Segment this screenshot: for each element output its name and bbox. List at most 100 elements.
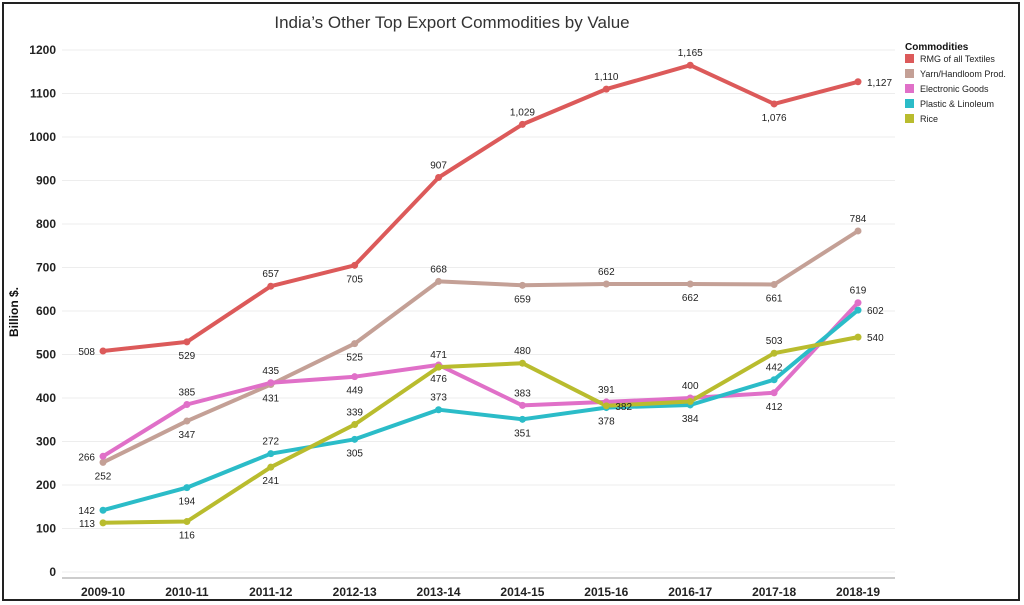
data-point <box>518 401 526 409</box>
data-label: 412 <box>766 402 783 413</box>
data-label: 391 <box>598 385 615 396</box>
series-line-3 <box>101 308 860 513</box>
y-tick-label: 1100 <box>30 87 56 101</box>
data-point <box>854 306 862 314</box>
data-label: 373 <box>430 393 447 404</box>
data-label: 657 <box>262 269 279 280</box>
y-tick-label: 900 <box>36 174 56 188</box>
data-label: 705 <box>346 274 363 285</box>
data-label: 431 <box>262 394 279 405</box>
data-point <box>770 280 778 288</box>
y-tick-label: 1000 <box>29 130 56 144</box>
data-label: 602 <box>867 306 884 317</box>
chart-title: India’s Other Top Export Commodities by … <box>274 13 629 32</box>
data-label: 378 <box>598 417 615 428</box>
data-label: 540 <box>867 333 884 344</box>
data-label: 662 <box>682 293 699 304</box>
y-tick-label: 0 <box>49 565 56 579</box>
legend-swatch <box>905 99 914 108</box>
data-label: 347 <box>179 430 196 441</box>
data-label: 252 <box>95 471 112 482</box>
data-point <box>99 452 107 460</box>
data-point <box>183 338 191 346</box>
data-label: 442 <box>766 363 783 374</box>
y-tick-label: 200 <box>36 478 56 492</box>
data-point <box>854 299 862 307</box>
series-line-2 <box>101 300 860 459</box>
y-tick-label: 100 <box>36 522 56 536</box>
legend-swatch <box>905 114 914 123</box>
x-tick-label: 2009-10 <box>81 585 125 599</box>
data-label: 449 <box>346 386 363 397</box>
legend-label: RMG of all Textiles <box>920 54 995 64</box>
x-tick-label: 2013-14 <box>417 585 461 599</box>
data-label: 384 <box>682 414 699 425</box>
data-label: 503 <box>766 336 783 347</box>
data-point <box>267 379 275 387</box>
data-label: 480 <box>514 346 531 357</box>
data-label: 662 <box>598 267 615 278</box>
legend-label: Plastic & Linoleum <box>920 99 994 109</box>
data-point <box>267 463 275 471</box>
data-label: 619 <box>850 286 867 297</box>
x-tick-label: 2018-19 <box>836 585 880 599</box>
data-label: 351 <box>514 428 531 439</box>
data-point <box>770 376 778 384</box>
data-point <box>267 282 275 290</box>
data-point <box>351 421 359 429</box>
x-tick-label: 2012-13 <box>333 585 377 599</box>
data-point <box>854 333 862 341</box>
legend-label: Yarn/Handloom Prod. <box>920 69 1006 79</box>
data-label: 659 <box>514 294 531 305</box>
legend-swatch <box>905 54 914 63</box>
data-point <box>435 277 443 285</box>
data-label: 471 <box>430 350 447 361</box>
legend-label: Rice <box>920 114 938 124</box>
y-tick-label: 800 <box>36 217 56 231</box>
x-tick-label: 2010-11 <box>165 585 209 599</box>
data-label: 1,029 <box>510 107 535 118</box>
data-label: 339 <box>346 408 363 419</box>
data-point <box>183 401 191 409</box>
data-point <box>183 484 191 492</box>
x-tick-label: 2011-12 <box>249 585 293 599</box>
data-label: 113 <box>79 519 95 530</box>
data-point <box>602 85 610 93</box>
data-label: 382 <box>615 402 632 413</box>
data-point <box>518 415 526 423</box>
data-point <box>351 261 359 269</box>
data-point <box>686 397 694 405</box>
data-label: 1,165 <box>678 48 703 59</box>
series-line-1 <box>101 229 860 465</box>
y-tick-label: 600 <box>36 304 56 318</box>
data-point <box>854 227 862 235</box>
data-label: 385 <box>179 388 196 399</box>
y-tick-label: 300 <box>36 435 56 449</box>
data-label: 194 <box>179 497 196 508</box>
data-point <box>99 519 107 527</box>
data-label: 661 <box>766 293 783 304</box>
y-tick-label: 500 <box>36 348 56 362</box>
data-label: 784 <box>850 214 867 225</box>
data-label: 525 <box>346 353 363 364</box>
data-point <box>686 280 694 288</box>
data-label: 1,110 <box>594 72 619 83</box>
data-point <box>435 173 443 181</box>
data-label: 435 <box>262 366 279 377</box>
data-point <box>99 347 107 355</box>
data-label: 1,076 <box>762 113 787 124</box>
data-label: 400 <box>682 381 699 392</box>
legend-swatch <box>905 84 914 93</box>
data-point <box>854 78 862 86</box>
data-label: 266 <box>78 452 95 463</box>
data-point <box>602 402 610 410</box>
data-label: 116 <box>179 531 195 542</box>
data-point <box>770 100 778 108</box>
y-tick-label: 400 <box>36 391 56 405</box>
data-label: 907 <box>430 160 447 171</box>
data-label: 383 <box>514 388 531 399</box>
data-label: 1,127 <box>867 78 892 89</box>
series-line-0 <box>101 63 860 353</box>
data-point <box>770 349 778 357</box>
